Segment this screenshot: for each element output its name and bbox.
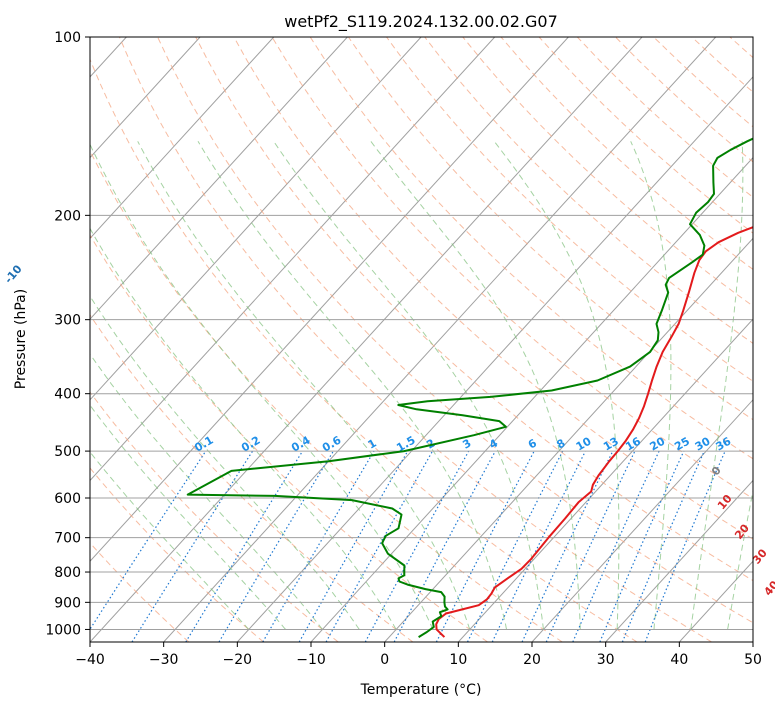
moist-adiabat-line [493,140,620,630]
mixing-ratio-line [325,450,434,642]
moist-adiabat-line [197,141,508,630]
moist-adiabat-line [90,404,286,630]
y-tick-label: 200 [54,208,81,224]
dry-adiabat-line [233,37,753,540]
isotherm-line [531,399,753,642]
dry-adiabat-line [90,149,563,642]
isotherm-line [90,37,275,240]
mixing-ratio-line [131,450,254,642]
moist-adiabat-line [137,141,471,630]
dry-adiabat-line [195,37,753,582]
mixing-ratio-line [644,450,726,642]
moist-adiabat-line [370,140,581,630]
dry-adiabat-line [90,58,638,642]
x-axis-title: Temperature (°C) [360,682,482,698]
isotherm-line [90,37,348,320]
isotherm-line [163,37,717,642]
x-tick-label: −30 [149,652,179,668]
y-tick-label: 600 [54,491,81,507]
isotherm-line [236,76,753,642]
moist-adiabat-label: 40 [762,578,775,598]
x-tick-label: −20 [223,652,253,668]
x-tick-label: 10 [449,652,467,668]
dry-adiabat-line [90,467,264,642]
dry-adiabat-line [118,37,712,642]
dry-adiabat-line [768,37,775,642]
dewpoint-profile-line [186,137,753,638]
dry-adiabat-line [90,234,488,642]
x-tick-label: −40 [75,652,105,668]
mixing-ratio-line [621,450,705,642]
isotherm-line [384,237,753,642]
isotherm-line [457,318,753,642]
x-tick-label: 40 [670,652,688,668]
y-tick-label: 100 [54,30,81,46]
x-tick-label: 20 [523,652,541,668]
mixing-ratio-line [90,450,207,631]
y-tick-label: 400 [54,387,81,403]
moist-adiabat-line [690,141,744,630]
moist-adiabat-line [90,451,250,630]
moist-adiabat-line [90,295,360,630]
y-tick-label: 800 [54,565,81,581]
x-tick-label: 50 [744,652,762,668]
isotherm-line [605,479,753,642]
mixing-ratio-line [364,450,470,642]
x-tick-label: −10 [296,652,326,668]
dry-adiabat-line [157,37,753,624]
moist-adiabat-line [273,141,544,630]
dry-adiabat-line [309,37,753,460]
moist-adiabat-line [90,143,434,630]
dry-adiabat-line [347,37,753,421]
temperature-profile-line [435,226,753,638]
isotherm-line [90,37,569,563]
y-tick-label: 300 [54,313,81,329]
y-tick-label: 1000 [45,622,81,638]
plot-frame [89,36,754,643]
isotherm-line [90,37,643,642]
chart-title: wetPf2_S119.2024.132.00.02.G07 [284,12,558,32]
y-tick-label: 700 [54,531,81,547]
x-tick-label: 0 [380,652,389,668]
y-axis-ticks: 100 200 300 400 500 600 700 800 900 1000 [45,30,90,638]
y-axis-title: Pressure (hPa) [13,289,29,389]
background-lines [90,37,775,642]
moist-adiabat-line [90,353,323,630]
dry-adiabat-label: -10 [2,262,25,286]
mixing-ratio-line [599,450,685,642]
x-tick-label: 30 [597,652,615,668]
isobar-gridlines [90,37,753,630]
mixing-ratio-line [466,450,564,642]
y-tick-label: 500 [54,444,81,460]
isotherm-line [90,37,201,159]
mixing-ratio-line [185,450,304,642]
y-tick-label: 900 [54,595,81,611]
dry-adiabat-line [271,37,753,500]
isotherm-line [90,37,496,482]
moist-adiabat-line [630,141,672,630]
mixing-ratio-line [572,450,660,642]
x-axis-ticks: −40 −30 −20 −10 0 10 20 30 40 50 [75,642,762,668]
isotherm-line [90,37,422,401]
plot-background [90,37,753,642]
mixing-ratio-line [393,450,496,642]
profile-series [186,137,753,638]
dry-adiabat-line [386,37,753,382]
dry-adiabat-line [90,542,190,642]
